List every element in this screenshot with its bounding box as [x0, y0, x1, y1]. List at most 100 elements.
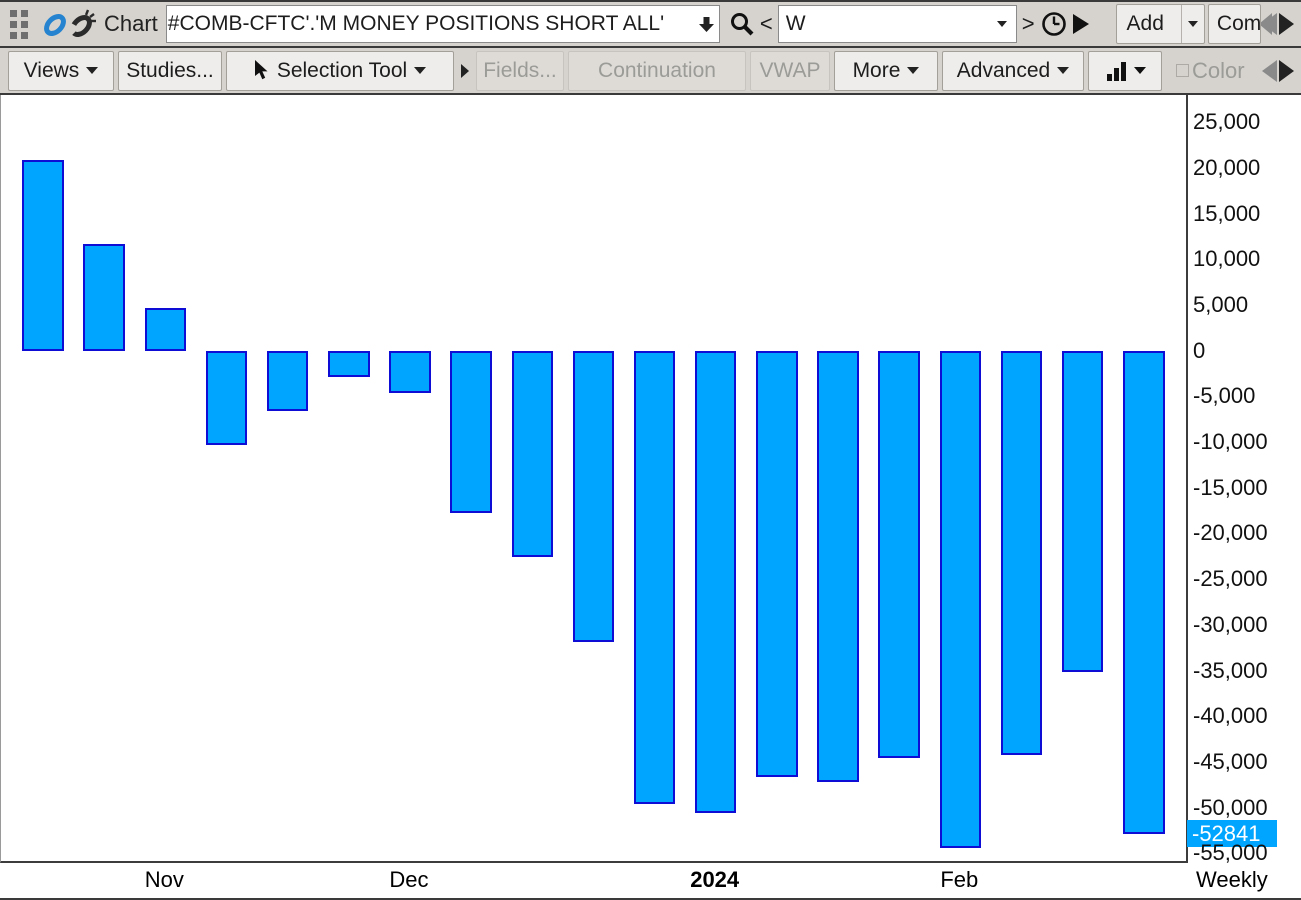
vwap-button[interactable]: VWAP — [750, 50, 830, 91]
bar[interactable] — [205, 350, 248, 445]
y-axis-tick-label: -35,000 — [1193, 657, 1268, 683]
more-button[interactable]: More — [834, 50, 938, 91]
y-axis-tick-label: 10,000 — [1193, 246, 1261, 272]
bar[interactable] — [878, 350, 920, 759]
bar-chart-icon — [1105, 60, 1127, 82]
color-swatch-icon — [1176, 64, 1189, 77]
chevron-down-icon — [1057, 67, 1070, 74]
y-axis-tick-label: 5,000 — [1193, 291, 1249, 317]
y-axis-tick-label: -30,000 — [1193, 611, 1268, 637]
top-toolbar: Chart #COMB-CFTC'.'M MONEY POSITIONS SHO… — [0, 2, 1301, 46]
bar[interactable] — [511, 350, 553, 558]
bar[interactable] — [1061, 350, 1104, 673]
color-button-label: Color — [1192, 57, 1245, 83]
x-axis-month-label: 2024 — [690, 867, 740, 892]
continuation-button[interactable]: Continuation — [568, 50, 746, 91]
prev-interval-button[interactable]: < — [759, 11, 773, 36]
y-axis-tick-label: -25,000 — [1193, 566, 1268, 592]
toolbar-expander-icon[interactable] — [1261, 59, 1297, 83]
bar[interactable] — [694, 350, 737, 814]
bar[interactable] — [83, 243, 125, 351]
y-axis-tick-label: -15,000 — [1193, 474, 1268, 500]
bottom-border — [0, 898, 1301, 900]
time-scale[interactable]: Weekly Nov Dec 2024 Feb — [0, 863, 1301, 898]
bar[interactable] — [1000, 350, 1043, 755]
symbol-input[interactable]: #COMB-CFTC'.'M MONEY POSITIONS SHORT ALL… — [165, 5, 720, 43]
y-axis-tick-label: 15,000 — [1193, 200, 1261, 226]
bar[interactable] — [939, 350, 982, 848]
bar[interactable] — [817, 350, 859, 782]
bar[interactable] — [1123, 350, 1165, 834]
fields-button-label: Fields... — [483, 58, 557, 82]
fields-button[interactable]: Fields... — [476, 50, 564, 91]
views-button-label: Views — [23, 58, 80, 82]
symbol-drop-arrow-icon[interactable] — [698, 16, 715, 33]
compare-button[interactable]: Com — [1207, 4, 1261, 44]
bar[interactable] — [756, 350, 798, 778]
play-icon[interactable] — [1072, 13, 1090, 35]
bar[interactable] — [633, 350, 676, 804]
bar[interactable] — [450, 350, 492, 514]
toolbar-divider — [0, 93, 1301, 95]
vwap-button-label: VWAP — [759, 58, 821, 82]
bar[interactable] — [266, 350, 309, 411]
last-value-badge: -52841 — [1187, 820, 1277, 848]
chart-style-button[interactable] — [1088, 50, 1162, 91]
interval-select[interactable]: W — [777, 5, 1017, 43]
selection-tool-label: Selection Tool — [276, 58, 408, 82]
chevron-down-icon — [907, 67, 920, 74]
tools-toolbar: Views Studies... Selection Tool Fields..… — [0, 48, 1301, 93]
drag-handle-icon[interactable] — [10, 9, 28, 39]
add-button[interactable]: Add — [1115, 4, 1205, 44]
bar[interactable] — [22, 160, 64, 351]
chevron-down-icon — [86, 67, 99, 74]
chevron-down-icon — [996, 21, 1007, 27]
chart-region: -52841 25,000 20,000 15,000 10,000 5,000 0 -5,… — [0, 95, 1301, 865]
studies-button-label: Studies... — [126, 58, 214, 82]
clock-icon[interactable] — [1041, 11, 1067, 37]
add-menu-arrow[interactable] — [1180, 5, 1204, 43]
bar[interactable] — [572, 350, 615, 643]
bar[interactable] — [389, 350, 431, 393]
tool-expander-icon[interactable] — [461, 63, 469, 78]
advanced-button-label: Advanced — [956, 58, 1051, 82]
bar[interactable] — [328, 350, 370, 378]
y-axis-tick-label: -40,000 — [1193, 703, 1268, 729]
toolbar-divider — [0, 46, 1301, 48]
bar[interactable] — [144, 307, 187, 351]
y-axis-tick-label: -5,000 — [1193, 383, 1256, 409]
studies-button[interactable]: Studies... — [118, 50, 222, 91]
y-axis-tick-label: -50,000 — [1193, 794, 1268, 820]
x-axis-month-label: Feb — [940, 867, 979, 892]
x-axis-month-label: Nov — [144, 867, 184, 892]
next-interval-button[interactable]: > — [1021, 11, 1035, 36]
toolbar-expander-icon[interactable] — [1261, 12, 1297, 36]
y-axis-tick-label: -10,000 — [1193, 429, 1268, 454]
y-axis-tick-label: 0 — [1193, 337, 1206, 363]
broken-link-icon[interactable] — [66, 8, 98, 40]
selection-tool-button[interactable]: Selection Tool — [226, 50, 454, 91]
color-button[interactable]: Color — [1176, 58, 1245, 84]
period-label: Weekly — [1196, 867, 1268, 892]
y-axis-tick-label: 20,000 — [1193, 154, 1261, 180]
views-button[interactable]: Views — [8, 50, 114, 91]
link-icon[interactable] — [40, 8, 70, 40]
chevron-down-icon — [1133, 67, 1146, 74]
chart-label: Chart — [104, 11, 158, 36]
y-axis-tick-label: -55,000 — [1193, 840, 1268, 866]
chevron-down-icon — [414, 67, 427, 74]
compare-button-label: Com — [1216, 12, 1261, 35]
y-axis-tick-label: -20,000 — [1193, 520, 1268, 546]
continuation-button-label: Continuation — [598, 58, 716, 82]
x-axis-month-label: Dec — [389, 867, 429, 892]
cursor-icon — [254, 60, 270, 81]
chart-plot-area[interactable] — [0, 95, 1188, 863]
y-axis-tick-label: 25,000 — [1193, 109, 1261, 135]
top-border — [0, 0, 1301, 2]
more-button-label: More — [852, 58, 901, 82]
add-button-label: Add — [1126, 12, 1164, 35]
price-scale[interactable]: -52841 25,000 20,000 15,000 10,000 5,000 0 -5,… — [1187, 95, 1301, 865]
search-icon[interactable] — [729, 11, 755, 37]
advanced-button[interactable]: Advanced — [942, 50, 1084, 91]
